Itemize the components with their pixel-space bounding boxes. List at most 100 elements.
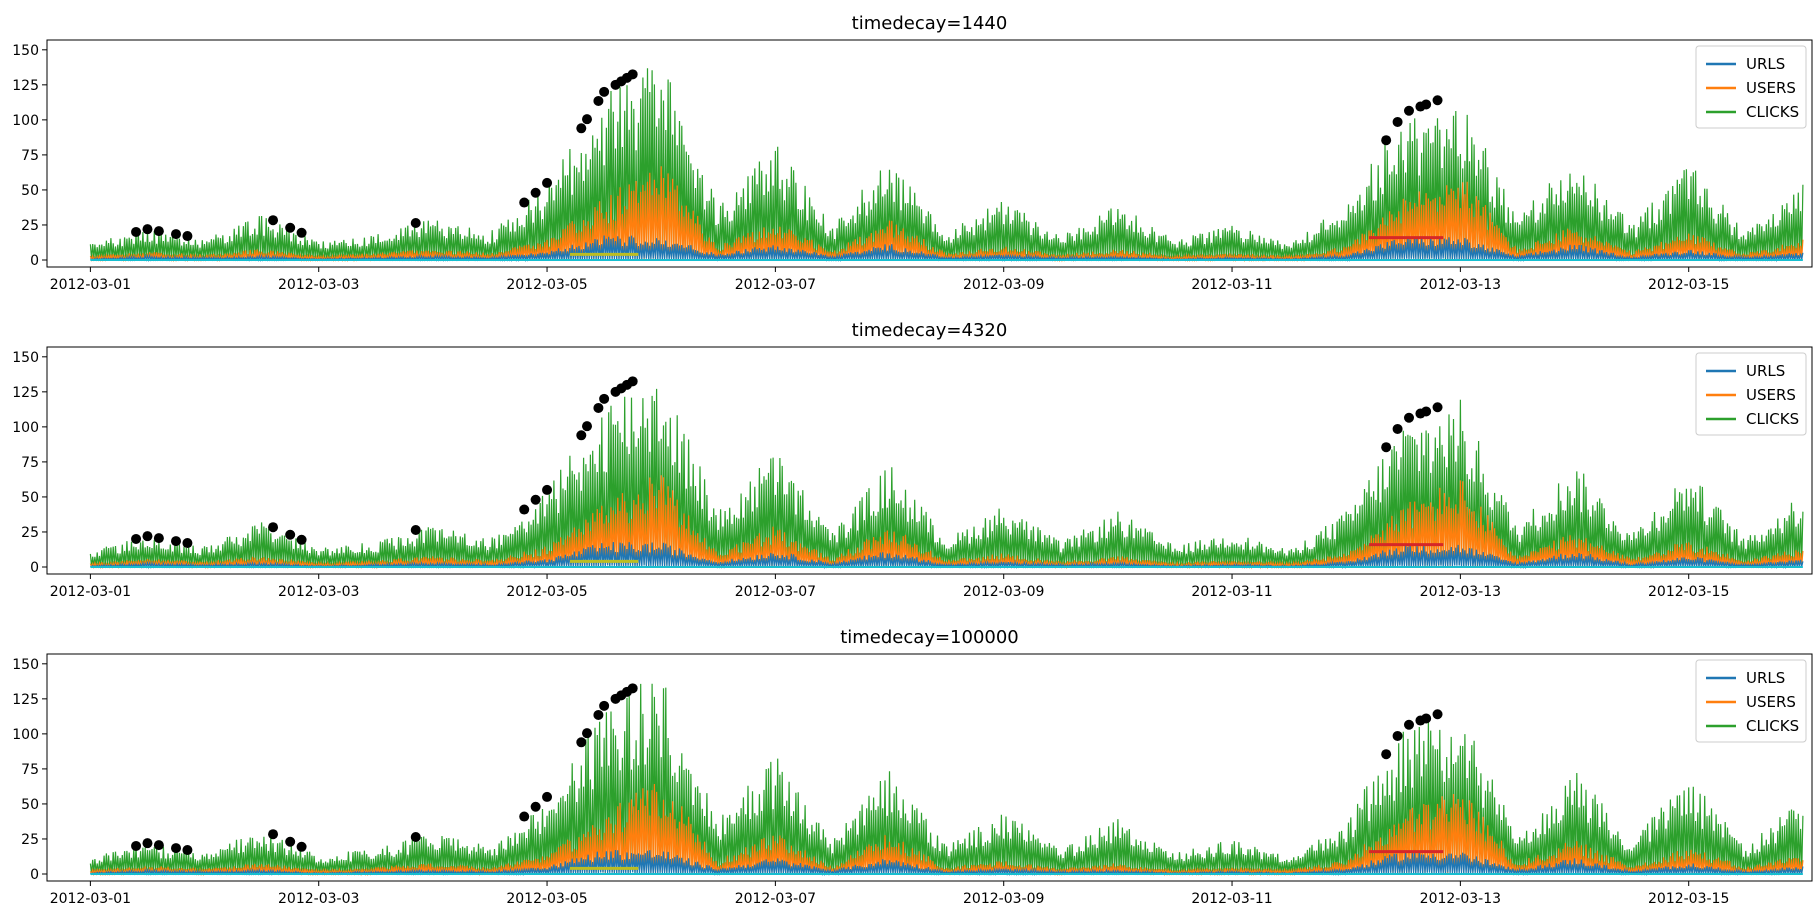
x-tick-label: 2012-03-11 xyxy=(1191,891,1272,907)
legend-box xyxy=(1695,45,1807,129)
x-tick-label: 2012-03-15 xyxy=(1648,584,1729,600)
peak-marker xyxy=(285,836,296,847)
peak-marker xyxy=(153,533,164,544)
y-tick-label: 25 xyxy=(21,218,39,234)
legend-label-clicks: CLICKS xyxy=(1746,717,1799,735)
peak-marker xyxy=(1392,730,1403,741)
peak-marker xyxy=(1403,412,1414,423)
peak-marker xyxy=(627,69,638,80)
peak-marker xyxy=(530,801,541,812)
x-tick-label: 2012-03-07 xyxy=(735,584,816,600)
peak-marker xyxy=(1421,406,1432,417)
x-tick-label: 2012-03-11 xyxy=(1191,584,1272,600)
subplot-1: timedecay=1440 0 25 50 75 100 125 150 2012-03-01… xyxy=(12,13,1813,293)
y-tick-label: 25 xyxy=(21,832,39,848)
peak-marker xyxy=(576,123,587,134)
peak-marker xyxy=(582,421,593,432)
peak-marker xyxy=(131,533,142,544)
y-tick-label: 125 xyxy=(12,78,39,94)
peak-marker xyxy=(519,504,530,515)
legend-box xyxy=(1695,352,1807,436)
x-tick-label: 2012-03-03 xyxy=(278,891,359,907)
peak-marker xyxy=(576,430,587,441)
chart-title: timedecay=1440 xyxy=(852,13,1008,34)
peak-marker xyxy=(1381,442,1392,453)
peak-marker xyxy=(593,709,604,720)
x-tick-label: 2012-03-09 xyxy=(963,277,1044,293)
x-tick-label: 2012-03-15 xyxy=(1648,891,1729,907)
y-tick-label: 50 xyxy=(21,797,39,813)
peak-marker xyxy=(1381,135,1392,146)
peak-marker xyxy=(542,177,553,188)
peak-marker xyxy=(142,531,153,542)
peak-marker xyxy=(268,522,279,533)
x-tick-label: 2012-03-01 xyxy=(50,891,131,907)
y-tick-label: 100 xyxy=(12,420,39,436)
x-tick-label: 2012-03-09 xyxy=(963,891,1044,907)
legend-label-users: USERS xyxy=(1746,693,1796,711)
x-tick-label: 2012-03-01 xyxy=(50,277,131,293)
peak-marker xyxy=(285,529,296,540)
y-tick-label: 0 xyxy=(30,253,39,269)
peak-marker xyxy=(599,393,610,404)
legend-label-clicks: CLICKS xyxy=(1746,410,1799,428)
peak-marker xyxy=(1421,713,1432,724)
peak-marker xyxy=(153,840,164,851)
peak-marker xyxy=(593,402,604,413)
x-tick-label: 2012-03-05 xyxy=(506,584,587,600)
y-tick-label: 150 xyxy=(12,350,39,366)
series-line-urls xyxy=(89,235,1804,263)
peak-marker xyxy=(182,845,193,856)
peak-marker xyxy=(182,231,193,242)
peak-marker xyxy=(410,525,421,536)
y-tick-label: 50 xyxy=(21,490,39,506)
chart-title: timedecay=4320 xyxy=(852,320,1008,341)
legend: URLS USERS CLICKS xyxy=(1695,352,1807,436)
legend-label-users: USERS xyxy=(1746,79,1796,97)
y-tick-label: 0 xyxy=(30,560,39,576)
series-line-clicks xyxy=(89,683,1804,875)
x-tick-label: 2012-03-03 xyxy=(278,584,359,600)
peak-marker xyxy=(1392,423,1403,434)
peak-marker xyxy=(582,728,593,739)
x-tick-label: 2012-03-13 xyxy=(1420,584,1501,600)
series-line-clicks xyxy=(89,68,1804,261)
plot-area xyxy=(89,376,1804,570)
x-tick-label: 2012-03-05 xyxy=(506,277,587,293)
legend-box xyxy=(1695,659,1807,743)
plot-area xyxy=(89,683,1804,877)
peak-marker xyxy=(171,843,182,854)
peak-marker xyxy=(268,829,279,840)
peak-marker xyxy=(519,197,530,208)
peak-marker xyxy=(530,187,541,198)
series-line-urls xyxy=(89,849,1804,877)
series-line-users xyxy=(89,166,1804,263)
peak-marker xyxy=(296,534,307,545)
chart-title: timedecay=100000 xyxy=(840,627,1019,648)
x-tick-label: 2012-03-11 xyxy=(1191,277,1272,293)
peak-marker xyxy=(285,222,296,233)
axes-frame xyxy=(46,39,1813,268)
peak-marker xyxy=(627,683,638,694)
y-tick-label: 75 xyxy=(21,762,39,778)
peak-marker xyxy=(582,114,593,125)
x-tick-label: 2012-03-13 xyxy=(1420,891,1501,907)
y-tick-label: 25 xyxy=(21,525,39,541)
peak-marker xyxy=(171,229,182,240)
peak-marker xyxy=(142,224,153,235)
peak-marker xyxy=(542,484,553,495)
peak-marker xyxy=(593,95,604,106)
x-tick-label: 2012-03-01 xyxy=(50,584,131,600)
peak-marker xyxy=(1381,749,1392,760)
y-tick-label: 150 xyxy=(12,657,39,673)
peak-marker xyxy=(131,226,142,237)
y-tick-label: 100 xyxy=(12,727,39,743)
y-tick-label: 75 xyxy=(21,455,39,471)
peak-marker xyxy=(542,791,553,802)
peak-marker xyxy=(410,832,421,843)
peak-marker xyxy=(142,838,153,849)
x-tick-label: 2012-03-05 xyxy=(506,891,587,907)
legend: URLS USERS CLICKS xyxy=(1695,659,1807,743)
peak-marker xyxy=(268,215,279,226)
